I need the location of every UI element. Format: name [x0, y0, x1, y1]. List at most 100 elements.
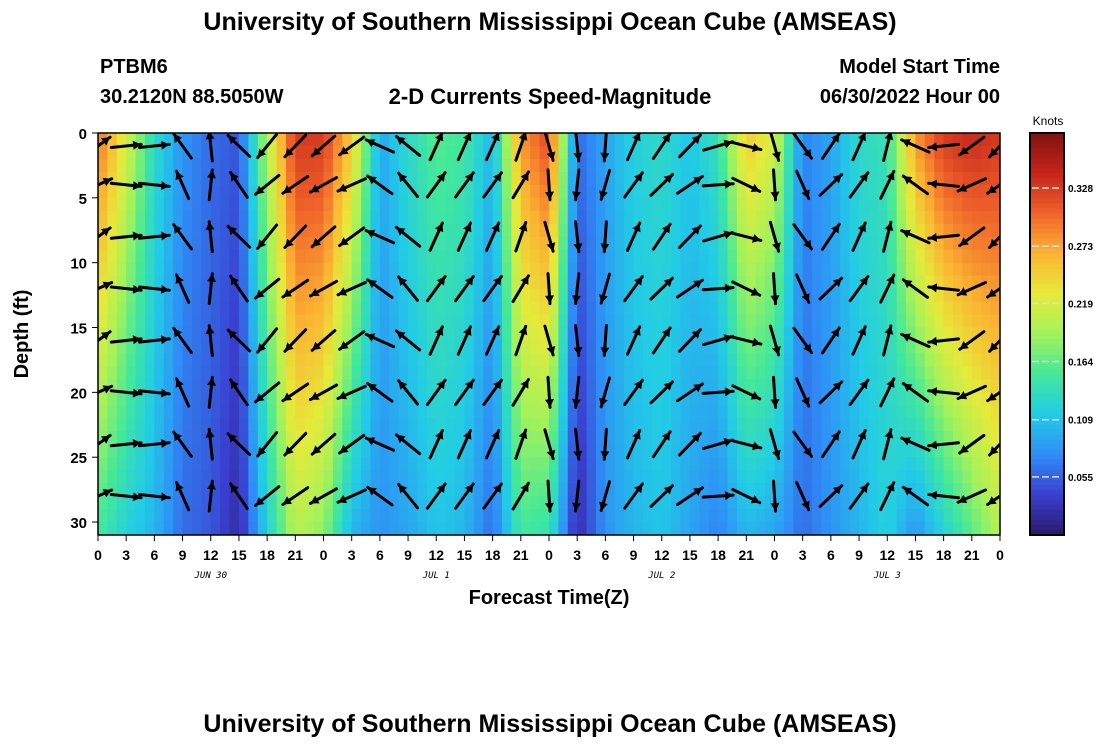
heatmap-cell — [173, 314, 184, 329]
heatmap-cell — [210, 327, 221, 342]
heatmap-cell — [295, 457, 306, 471]
heatmap-cell — [906, 236, 917, 251]
heatmap-cell — [98, 197, 108, 212]
heatmap-cell — [464, 457, 475, 471]
heatmap-cell — [379, 171, 390, 186]
vector-head — [463, 223, 472, 233]
heatmap-cell — [220, 288, 231, 303]
current-vector — [851, 429, 867, 460]
heatmap-cell — [464, 184, 475, 199]
heatmap-cell — [633, 314, 644, 329]
heatmap-cell — [605, 457, 616, 471]
heatmap-cell — [821, 275, 832, 290]
heatmap-cell — [971, 418, 982, 432]
heatmap-cell — [953, 483, 964, 497]
heatmap-cell — [304, 210, 315, 225]
heatmap-cell — [549, 522, 559, 535]
heatmap-cell — [445, 236, 456, 251]
heatmap-cell — [379, 366, 390, 380]
heatmap-cell — [915, 483, 926, 497]
colorbar-segment — [1030, 263, 1064, 270]
current-vector — [988, 442, 1000, 457]
current-vector — [851, 325, 867, 356]
heatmap-cell — [417, 431, 428, 445]
heatmap-cell — [934, 483, 945, 497]
heatmap-cell — [624, 418, 635, 432]
current-vector — [366, 382, 394, 403]
heatmap-cell — [990, 405, 1000, 419]
heatmap-cell — [859, 158, 870, 173]
heatmap-cell — [530, 340, 541, 355]
heatmap-cell — [502, 496, 513, 510]
heatmap-cell — [924, 288, 935, 303]
heatmap-cell — [934, 509, 945, 523]
heatmap-cell — [314, 275, 325, 290]
heatmap-cell — [793, 197, 804, 212]
heatmap-cell — [953, 444, 964, 458]
heatmap-cell — [267, 184, 278, 199]
heatmap-cell — [877, 353, 888, 368]
colorbar-segment — [1030, 288, 1064, 295]
heatmap-cell — [887, 249, 898, 264]
heatmap-cell — [464, 366, 475, 380]
current-vector — [927, 233, 960, 242]
heatmap-cell — [774, 133, 785, 147]
heatmap-cell — [915, 418, 926, 432]
heatmap-cell — [746, 158, 757, 173]
heatmap-cell — [98, 158, 108, 173]
heatmap-cell — [699, 496, 710, 510]
heatmap-cell — [586, 496, 597, 510]
current-vector — [882, 428, 894, 461]
heatmap-cell — [417, 197, 428, 212]
heatmap-cell — [915, 327, 926, 342]
heatmap-cell — [229, 405, 240, 419]
heatmap-cell — [304, 262, 315, 277]
heatmap-cell — [605, 197, 616, 212]
heatmap-cell — [924, 509, 935, 523]
heatmap-cell — [624, 133, 635, 147]
heatmap-cell — [455, 509, 466, 523]
heatmap-cell — [492, 496, 503, 510]
vector-head — [102, 281, 112, 290]
heatmap-cell — [135, 197, 146, 212]
heatmap-cell — [276, 509, 287, 523]
heatmap-cell — [802, 470, 813, 484]
heatmap-cell — [830, 249, 841, 264]
heatmap-cell — [304, 197, 315, 212]
heatmap-cell — [173, 184, 184, 199]
heatmap-cell — [520, 522, 531, 535]
heatmap-cell — [314, 405, 325, 419]
heatmap-cell — [483, 366, 494, 380]
heatmap-cell — [370, 223, 381, 238]
heatmap-cell — [530, 509, 541, 523]
current-vector — [207, 168, 216, 202]
heatmap-cell — [915, 431, 926, 445]
heatmap-cell — [154, 496, 165, 510]
y-tick-label: 25 — [70, 450, 87, 467]
heatmap-cell — [135, 509, 146, 523]
heatmap-cell — [182, 496, 193, 510]
heatmap-cell — [455, 301, 466, 316]
current-vector — [109, 388, 143, 398]
vector-head — [207, 170, 216, 179]
heatmap-cell — [257, 470, 268, 484]
heatmap-cell — [680, 171, 691, 186]
colorbar-segment — [1030, 499, 1064, 506]
heatmap-cell — [107, 431, 118, 445]
heatmap-cell — [727, 496, 738, 510]
heatmap-cell — [257, 275, 268, 290]
current-vector — [397, 275, 419, 302]
heatmap-cell — [135, 262, 146, 277]
heatmap-cell — [144, 418, 155, 432]
colorbar-segment — [1030, 163, 1064, 169]
vector-head — [857, 223, 866, 233]
vector-head — [491, 223, 500, 233]
heatmap-cell — [116, 444, 127, 458]
heatmap-cell — [276, 145, 287, 160]
x-tick-label: 21 — [288, 547, 304, 563]
heatmap-cell — [689, 249, 700, 264]
heatmap-cell — [812, 262, 823, 277]
heatmap-cell — [210, 158, 221, 173]
heatmap-cell — [163, 223, 174, 238]
heatmap-cell — [511, 223, 522, 238]
